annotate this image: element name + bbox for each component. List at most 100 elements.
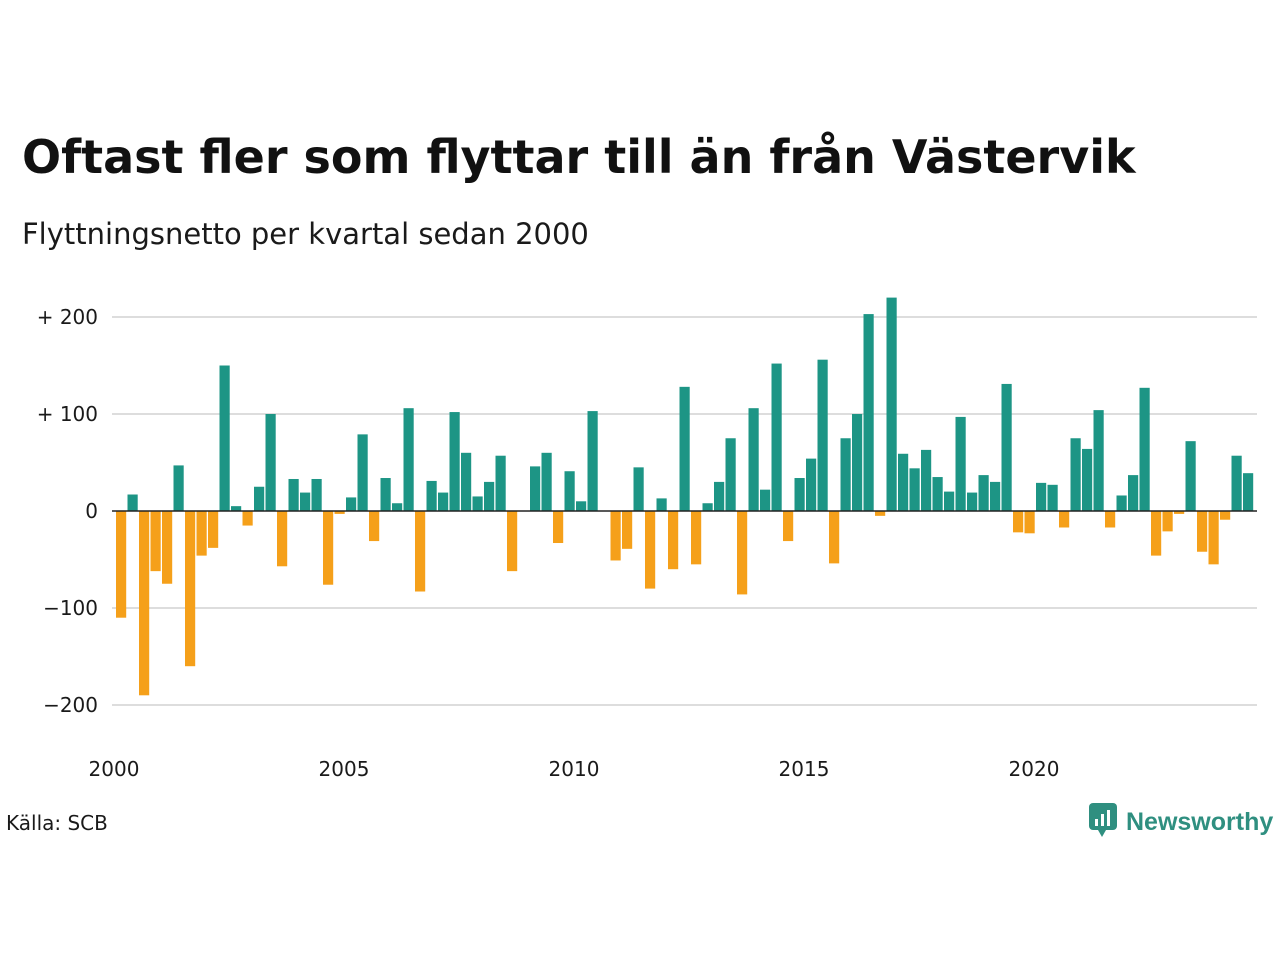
data-bar — [622, 511, 633, 549]
data-bar — [461, 452, 472, 511]
chart-title: Oftast fler som flyttar till än från Väs… — [22, 130, 1136, 184]
brand-name: Newsworthy — [1126, 807, 1274, 836]
data-bar — [185, 511, 196, 667]
data-bar — [610, 511, 621, 561]
data-bar — [1151, 511, 1162, 556]
data-bar — [702, 503, 713, 511]
data-bar — [1036, 482, 1047, 511]
data-bar — [1231, 455, 1242, 511]
data-bar — [1174, 511, 1185, 514]
data-bar — [806, 458, 817, 511]
data-bar — [1197, 511, 1208, 552]
data-bar — [898, 453, 909, 511]
data-bar — [829, 511, 840, 564]
data-bar — [242, 511, 253, 526]
data-bar — [990, 481, 1001, 511]
data-bar — [760, 489, 771, 511]
y-tick-label: + 100 — [37, 402, 98, 426]
data-bar — [403, 408, 414, 511]
data-bar — [633, 467, 644, 511]
brand-logo: Newsworthy — [1088, 802, 1274, 842]
source-note: Källa: SCB — [6, 811, 108, 835]
data-bar — [196, 511, 207, 556]
data-bar — [1116, 495, 1127, 511]
data-bar — [714, 481, 725, 511]
data-bar — [771, 363, 782, 511]
data-bar — [817, 359, 828, 511]
data-bar — [656, 498, 667, 511]
chart-subtitle: Flyttningsnetto per kvartal sedan 2000 — [22, 217, 589, 251]
x-tick-labels: 2000 2005 2010 2015 2020 — [89, 757, 1060, 781]
data-bar — [1024, 511, 1035, 534]
data-bar — [840, 438, 851, 511]
data-bar — [863, 314, 874, 511]
data-bar — [357, 434, 368, 511]
data-bar — [564, 471, 575, 511]
data-bar — [748, 408, 759, 511]
data-bar — [967, 492, 978, 511]
data-bar — [449, 412, 460, 511]
data-bar — [1243, 473, 1254, 511]
data-bar — [875, 511, 886, 516]
data-bar — [311, 478, 322, 511]
data-bar — [1070, 438, 1081, 511]
data-bar — [116, 511, 127, 618]
data-bar — [231, 506, 242, 511]
data-bar — [932, 477, 943, 511]
data-bar — [277, 511, 288, 567]
data-bar — [162, 511, 173, 584]
data-bar — [921, 449, 932, 511]
data-bar — [530, 466, 541, 511]
data-bar — [1059, 511, 1070, 528]
data-bar — [1162, 511, 1173, 532]
data-bar — [323, 511, 334, 585]
data-bar — [668, 511, 679, 570]
data-bar — [380, 478, 391, 511]
data-bar — [426, 480, 437, 511]
x-tick-label: 2020 — [1009, 757, 1060, 781]
data-bar — [334, 511, 345, 514]
data-bar — [265, 414, 276, 511]
data-bar — [886, 297, 897, 511]
data-bar — [553, 511, 564, 544]
data-bar — [438, 492, 449, 511]
data-bar — [208, 511, 219, 548]
data-bar — [254, 486, 265, 511]
data-bar — [679, 386, 690, 511]
data-bar — [300, 492, 311, 511]
x-tick-label: 2005 — [319, 757, 370, 781]
data-bar — [1082, 448, 1093, 511]
data-bar — [1220, 511, 1231, 520]
data-bar — [909, 468, 920, 511]
y-tick-label: 0 — [85, 499, 98, 523]
data-bar — [944, 491, 955, 511]
y-tick-labels: + 200 + 100 0 −100 −200 — [37, 305, 98, 717]
y-tick-label: −200 — [43, 693, 98, 717]
data-bar — [978, 475, 989, 511]
data-bar — [139, 511, 150, 696]
data-bar — [173, 465, 184, 511]
data-bar — [1128, 475, 1139, 511]
data-bar — [955, 416, 966, 511]
data-bar — [150, 511, 161, 572]
data-bar — [369, 511, 380, 542]
data-bar — [495, 455, 506, 511]
x-tick-label: 2015 — [779, 757, 830, 781]
y-tick-label: −100 — [43, 596, 98, 620]
data-bar — [576, 501, 587, 511]
data-bar — [794, 478, 805, 511]
data-bar — [288, 478, 299, 511]
data-bar — [127, 494, 138, 511]
data-bar — [415, 511, 426, 592]
data-bar — [691, 511, 702, 565]
data-bar — [1208, 511, 1219, 565]
data-bar — [392, 503, 403, 511]
data-bar — [852, 414, 863, 511]
newsworthy-logo-icon — [1088, 802, 1118, 842]
data-bar — [219, 365, 230, 511]
x-tick-label: 2010 — [549, 757, 600, 781]
data-bar — [1093, 410, 1104, 511]
data-bar — [587, 411, 598, 511]
data-bar — [472, 496, 483, 511]
